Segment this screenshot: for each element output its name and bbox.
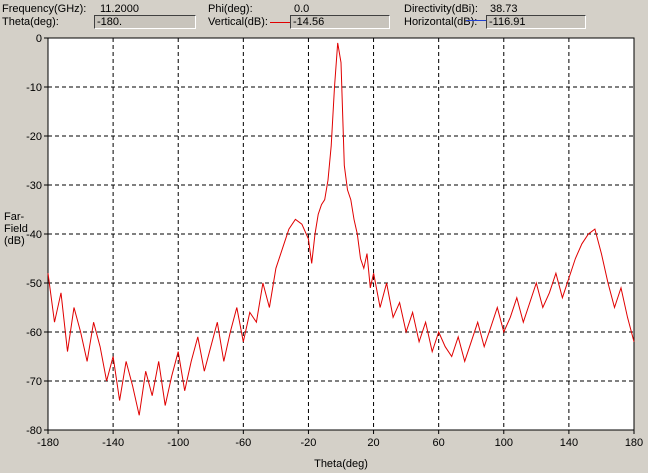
y-axis-title-line-2: Field <box>4 223 28 235</box>
x-tick-label: 100 <box>495 437 513 449</box>
y-tick-label: -80 <box>26 425 42 437</box>
horizontal-legend-swatch <box>466 20 486 21</box>
x-tick-label: -180 <box>37 437 59 449</box>
phi-label: Phi(deg): <box>208 3 253 15</box>
x-tick-labels: -180 -140 -100 -60 -20 20 60 100 140 180 <box>37 430 643 449</box>
phi-value: 0.0 <box>294 3 310 15</box>
vertical-field[interactable]: -14.56 <box>290 15 390 29</box>
x-tick-label: -140 <box>102 437 124 449</box>
y-axis-title-line-1: Far- <box>4 211 25 223</box>
vertical-legend-swatch <box>270 22 290 23</box>
y-tick-labels: 0 -10 -20 -30 -40 -50 -60 -70 -80 <box>26 33 48 437</box>
y-tick-label: -70 <box>26 376 42 388</box>
x-tick-label: -20 <box>300 437 316 449</box>
x-tick-label: 60 <box>433 437 445 449</box>
series-layer <box>47 42 635 416</box>
frequency-value: 11.2000 <box>100 3 139 15</box>
y-axis-title-line-3: (dB) <box>4 235 25 247</box>
x-axis-title: Theta(deg) <box>314 458 368 470</box>
horizontal-field[interactable]: -116.91 <box>486 15 586 29</box>
y-tick-label: -50 <box>26 278 42 290</box>
frequency-label: Frequency(GHz): <box>2 3 87 15</box>
vertical-label: Vertical(dB): <box>208 16 268 28</box>
vertical-series-line <box>47 42 635 416</box>
directivity-label: Directivity(dBi): <box>404 3 478 15</box>
x-tick-label: 180 <box>625 437 643 449</box>
plot-background <box>47 37 635 431</box>
theta-label: Theta(deg): <box>2 16 59 28</box>
directivity-value: 38.73 <box>490 3 518 15</box>
grid-lines <box>48 38 634 430</box>
y-tick-label: 0 <box>36 33 42 45</box>
x-tick-label: -100 <box>167 437 189 449</box>
x-tick-label: 140 <box>560 437 578 449</box>
y-tick-label: -20 <box>26 131 42 143</box>
theta-field[interactable]: -180. <box>94 15 196 29</box>
horizontal-label: Horizontal(dB): <box>404 16 478 28</box>
y-tick-label: -60 <box>26 327 42 339</box>
x-tick-label: 20 <box>367 437 379 449</box>
y-tick-label: -10 <box>26 82 42 94</box>
y-tick-label: -30 <box>26 180 42 192</box>
y-tick-label: -40 <box>26 229 42 241</box>
x-tick-label: -60 <box>235 437 251 449</box>
